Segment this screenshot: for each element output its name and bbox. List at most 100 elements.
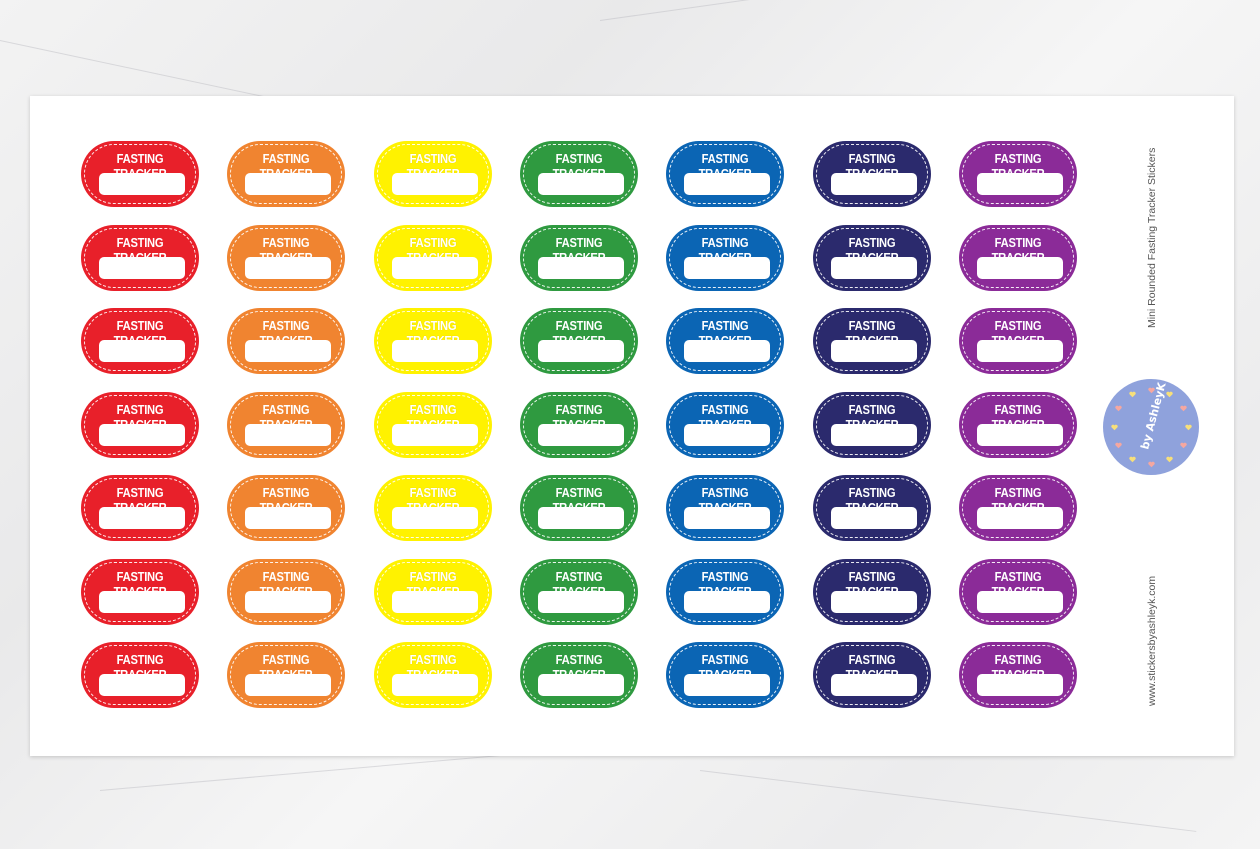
sticker: FASTING TRACKER	[373, 391, 492, 458]
sticker-stitch-border	[230, 645, 343, 705]
sticker: FASTING TRACKER	[373, 224, 492, 291]
sticker-stitch-border	[230, 394, 343, 455]
brand-logo: by AshleyK	[1106, 381, 1196, 472]
sticker-stitch-border	[84, 561, 196, 622]
sticker-write-in-box	[830, 173, 917, 195]
sticker-write-in-box	[830, 674, 917, 696]
sticker-write-in-box	[391, 340, 478, 362]
sticker-stitch-border	[669, 311, 782, 371]
sticker-stitch-border	[961, 478, 1074, 538]
sticker-write-in-box	[391, 423, 478, 446]
sticker-write-in-box	[976, 256, 1063, 279]
sticker-write-in-box	[684, 590, 771, 613]
sticker-stitch-border	[669, 561, 782, 622]
sticker: FASTING TRACKER	[666, 141, 785, 207]
sticker: FASTING TRACKER	[373, 475, 492, 541]
sticker-write-in-box	[99, 590, 185, 613]
sticker-stitch-border	[522, 227, 635, 288]
sticker-stitch-border	[522, 561, 635, 622]
sticker-stitch-border	[84, 645, 196, 705]
sticker-write-in-box	[830, 423, 917, 446]
sticker-stitch-border	[669, 227, 782, 288]
sticker-write-in-box	[830, 340, 917, 362]
sticker-stitch-border	[669, 144, 782, 204]
sticker-write-in-box	[537, 173, 624, 195]
sticker-write-in-box	[391, 173, 478, 195]
sticker: FASTING TRACKER	[373, 308, 492, 374]
sticker-stitch-border	[376, 144, 489, 204]
sticker-write-in-box	[684, 173, 771, 195]
sticker-write-in-box	[976, 173, 1063, 195]
sticker: FASTING TRACKER	[958, 391, 1077, 458]
sticker-write-in-box	[391, 507, 478, 529]
sticker-write-in-box	[830, 507, 917, 529]
sticker-stitch-border	[522, 478, 635, 538]
sticker-write-in-box	[537, 507, 624, 529]
sticker: FASTING TRACKER	[227, 642, 346, 708]
sticker-stitch-border	[961, 311, 1074, 371]
sticker-stitch-border	[815, 645, 928, 705]
sticker-stitch-border	[669, 394, 782, 455]
sticker-stitch-border	[230, 478, 343, 538]
sticker-write-in-box	[245, 590, 332, 613]
sticker: FASTING TRACKER	[812, 391, 931, 458]
sticker-stitch-border	[669, 645, 782, 705]
sticker-stitch-border	[376, 645, 489, 705]
sticker-sheet: FASTING TRACKER FASTING TRACKER FASTING TR…	[30, 96, 1234, 756]
sticker: FASTING TRACKER	[812, 308, 931, 374]
sticker-write-in-box	[976, 590, 1063, 613]
sticker-write-in-box	[830, 590, 917, 613]
sticker-write-in-box	[684, 674, 771, 696]
sticker-write-in-box	[99, 340, 185, 362]
sticker: FASTING TRACKER	[373, 642, 492, 708]
sticker: FASTING TRACKER	[666, 391, 785, 458]
sticker: FASTING TRACKER	[373, 141, 492, 207]
sticker-stitch-border	[522, 311, 635, 371]
sticker: FASTING TRACKER	[519, 224, 638, 291]
sticker-write-in-box	[684, 507, 771, 529]
sticker: FASTING TRACKER	[81, 558, 199, 625]
sticker-stitch-border	[815, 144, 928, 204]
sticker: FASTING TRACKER	[81, 475, 199, 541]
sticker-stitch-border	[84, 394, 196, 455]
sticker: FASTING TRACKER	[227, 391, 346, 458]
sticker-write-in-box	[537, 423, 624, 446]
sticker-stitch-border	[961, 227, 1074, 288]
sticker-stitch-border	[230, 311, 343, 371]
sticker: FASTING TRACKER	[81, 141, 199, 207]
sticker: FASTING TRACKER	[958, 308, 1077, 374]
sticker: FASTING TRACKER	[519, 308, 638, 374]
sticker: FASTING TRACKER	[227, 308, 346, 374]
sticker-write-in-box	[391, 590, 478, 613]
sticker: FASTING TRACKER	[81, 308, 199, 374]
sticker-stitch-border	[522, 394, 635, 455]
sticker: FASTING TRACKER	[812, 558, 931, 625]
sticker-stitch-border	[815, 478, 928, 538]
sticker-write-in-box	[99, 507, 185, 529]
sticker-write-in-box	[537, 256, 624, 279]
sticker-write-in-box	[245, 507, 332, 529]
sticker: FASTING TRACKER	[812, 141, 931, 207]
heart-icon	[1129, 456, 1136, 462]
sticker-stitch-border	[84, 144, 196, 204]
sticker-stitch-border	[815, 227, 928, 288]
sticker-stitch-border	[376, 394, 489, 455]
sticker: FASTING TRACKER	[519, 141, 638, 207]
sticker-write-in-box	[245, 340, 332, 362]
sticker: FASTING TRACKER	[666, 642, 785, 708]
sticker: FASTING TRACKER	[666, 558, 785, 625]
sticker-stitch-border	[669, 478, 782, 538]
sticker: FASTING TRACKER	[519, 475, 638, 541]
sticker: FASTING TRACKER	[227, 558, 346, 625]
sticker-stitch-border	[84, 311, 196, 371]
logo-text: by AshleyK	[1138, 381, 1169, 451]
sticker-write-in-box	[99, 256, 185, 279]
sticker: FASTING TRACKER	[373, 558, 492, 625]
sticker: FASTING TRACKER	[666, 224, 785, 291]
sticker-stitch-border	[376, 311, 489, 371]
heart-icon	[1115, 405, 1123, 412]
sticker-write-in-box	[976, 423, 1063, 446]
sticker: FASTING TRACKER	[812, 224, 931, 291]
sheet-title: Mini Rounded Fasting Tracker Stickers	[1146, 147, 1158, 329]
heart-icon	[1166, 456, 1173, 462]
